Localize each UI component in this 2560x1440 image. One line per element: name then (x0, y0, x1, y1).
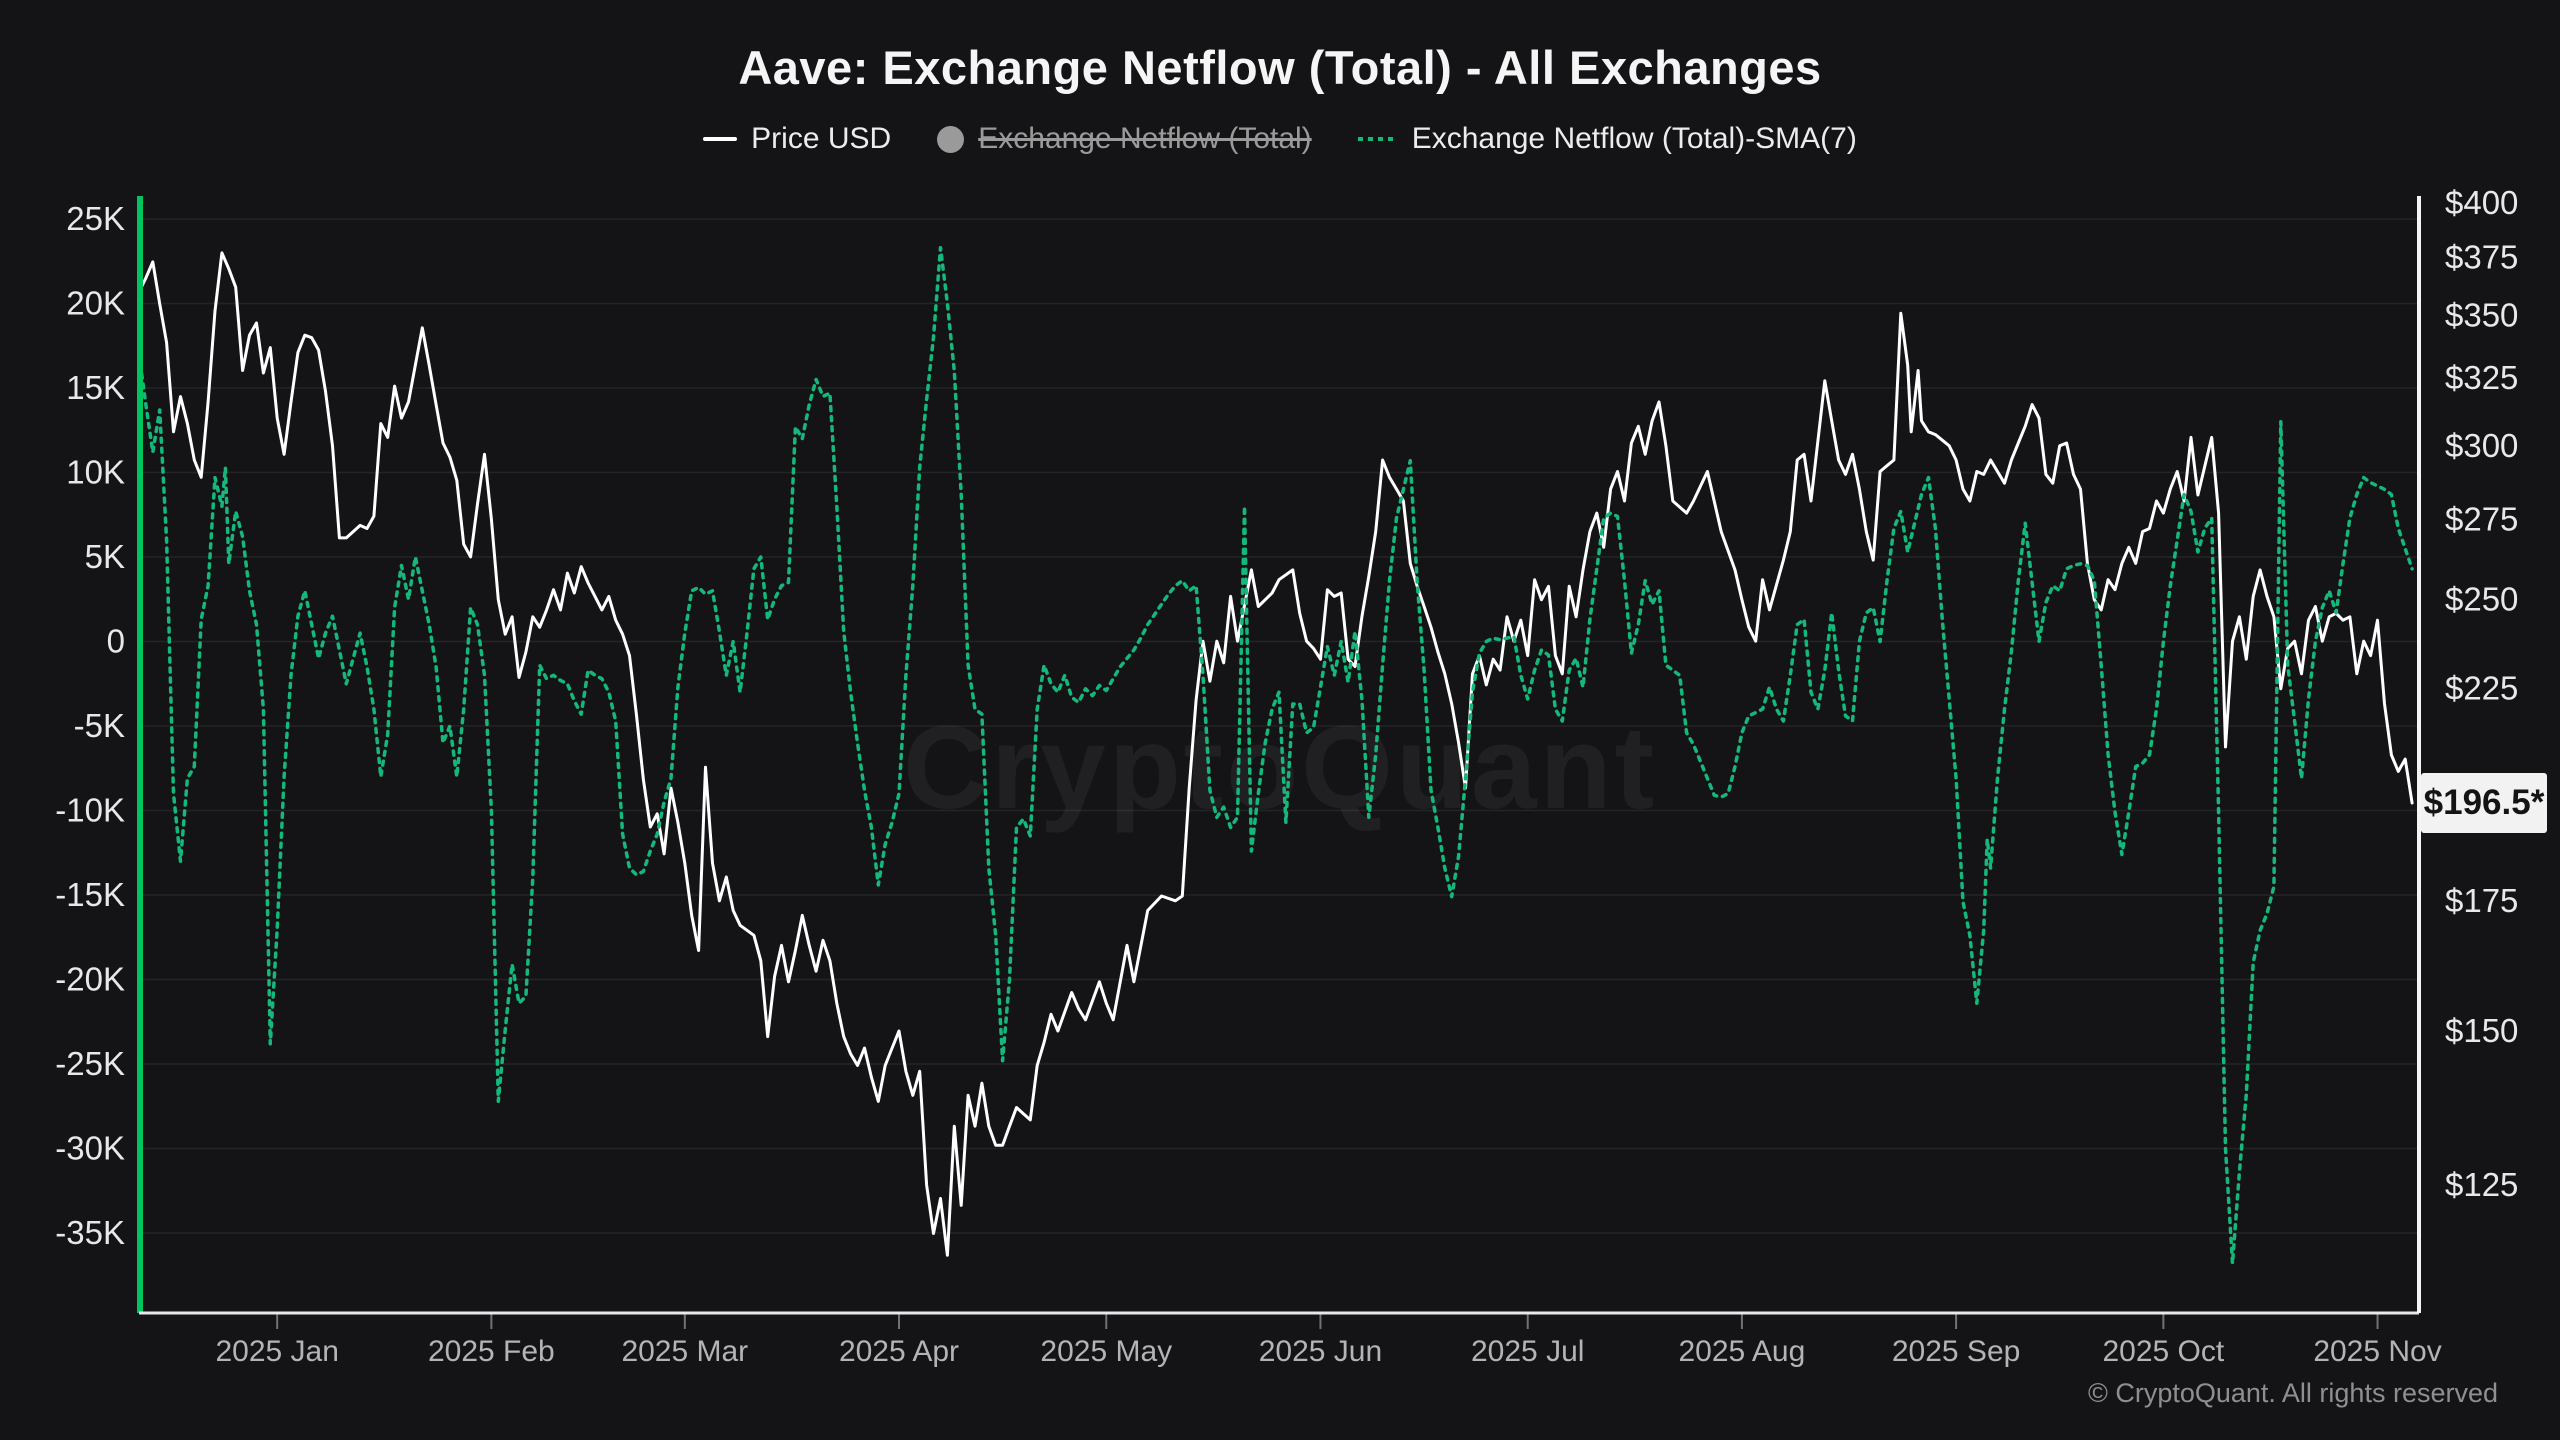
right-axis-tick-label: $350 (2445, 297, 2518, 334)
right-axis-tick-label: $275 (2445, 500, 2518, 537)
legend: Price USD Exchange Netflow (Total) Excha… (0, 122, 2560, 156)
left-axis-tick-label: 0 (107, 623, 125, 660)
x-axis-month-label: 2025 Oct (2102, 1335, 2224, 1368)
right-axis-tick-label: $400 (2445, 184, 2518, 221)
legend-label: Exchange Netflow (Total) (978, 122, 1312, 155)
right-axis-tick-label: $150 (2445, 1012, 2518, 1049)
dashed-line-icon (1357, 137, 1398, 141)
x-axis-month-label: 2025 Jun (1259, 1335, 1382, 1368)
x-axis-month-label: 2025 Nov (2313, 1335, 2441, 1368)
series-price (137, 251, 2414, 1257)
line-icon (703, 137, 738, 141)
right-axis-tick-label: $225 (2445, 670, 2518, 707)
x-axis-month-label: 2025 Jan (215, 1335, 338, 1368)
legend-item-netflow-sma7[interactable]: Exchange Netflow (Total)-SMA(7) (1357, 122, 1857, 156)
left-axis-tick-label: -30K (55, 1130, 125, 1167)
right-axis-tick-label: $175 (2445, 882, 2518, 919)
right-axis-tick-label: $125 (2445, 1166, 2518, 1203)
left-axis-tick-label: 10K (66, 454, 125, 491)
legend-label: Exchange Netflow (Total)-SMA(7) (1411, 122, 1857, 155)
legend-item-exchange-netflow[interactable]: Exchange Netflow (Total) (937, 122, 1312, 156)
left-axis-tick-label: 5K (85, 538, 125, 575)
x-axis-month-label: 2025 Apr (839, 1335, 959, 1368)
x-axis-month-label: 2025 May (1040, 1335, 1172, 1368)
last-price-badge: $196.5* (2421, 773, 2547, 833)
left-axis-tick-label: 15K (66, 369, 125, 406)
left-axis-tick-label: 20K (66, 284, 125, 321)
x-axis-month-label: 2025 Sep (1892, 1335, 2020, 1368)
x-axis-month-label: 2025 Feb (428, 1335, 555, 1368)
copyright-notice: © CryptoQuant. All rights reserved (2087, 1378, 2498, 1408)
right-axis-tick-label: $375 (2445, 238, 2518, 275)
x-axis-month-label: 2025 Mar (621, 1335, 748, 1368)
x-axis-month-label: 2025 Aug (1679, 1335, 1806, 1368)
x-axis-month-label: 2025 Jul (1471, 1335, 1584, 1368)
circle-icon (937, 125, 965, 153)
chart-title: Aave: Exchange Netflow (Total) - All Exc… (738, 41, 1822, 94)
left-axis-tick-label: 25K (66, 200, 125, 237)
left-axis-tick-label: -5K (74, 707, 125, 744)
left-axis-tick-label: -20K (55, 961, 125, 998)
right-axis-tick-label: $250 (2445, 581, 2518, 618)
left-axis-tick-label: -35K (55, 1214, 125, 1251)
left-axis-tick-label: -15K (55, 876, 125, 913)
left-axis-tick-label: -10K (55, 792, 125, 829)
left-axis-tick-label: -25K (55, 1045, 125, 1082)
right-axis-tick-label: $300 (2445, 427, 2518, 464)
legend-item-price-usd[interactable]: Price USD (703, 122, 891, 156)
right-axis-tick-label: $325 (2445, 359, 2518, 396)
series-netflow-sma (137, 245, 2414, 1266)
legend-label: Price USD (751, 122, 892, 155)
